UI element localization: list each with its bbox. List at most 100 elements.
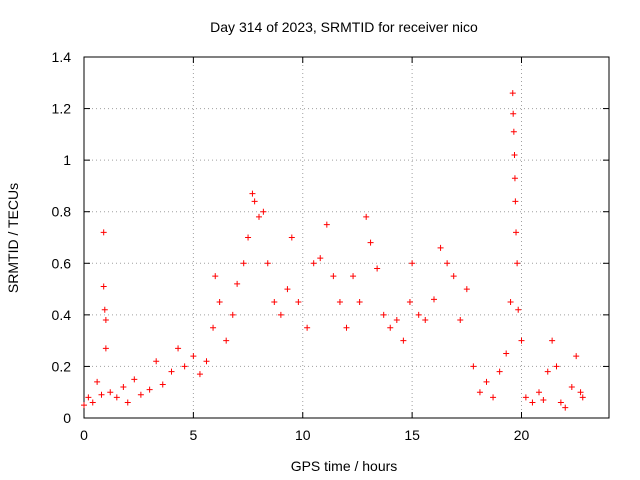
data-point [120, 384, 127, 391]
data-point [577, 389, 584, 396]
data-point [284, 286, 291, 293]
data-point [457, 317, 464, 324]
data-point [509, 90, 516, 97]
data-point [260, 208, 267, 215]
data-point [240, 260, 247, 267]
data-point [363, 213, 370, 220]
data-point [568, 384, 575, 391]
data-point [159, 381, 166, 388]
data-point [503, 350, 510, 357]
data-point [437, 244, 444, 251]
data-point [102, 345, 109, 352]
data-point [562, 404, 569, 411]
data-point [450, 273, 457, 280]
data-point [536, 389, 542, 396]
data-point [540, 396, 547, 403]
data-point [444, 260, 451, 267]
data-point [557, 399, 564, 406]
y-tick-label: 0 [63, 410, 71, 426]
data-point [212, 273, 219, 280]
data-point [210, 324, 217, 331]
x-tick-labels: 0 5 10 15 20 [80, 427, 529, 443]
data-point [510, 110, 517, 117]
data-point [223, 337, 230, 344]
y-tick-label: 1.4 [52, 49, 72, 65]
data-point [101, 306, 108, 313]
axis-ticks [83, 56, 609, 419]
x-tick-label: 5 [189, 427, 197, 443]
data-point [271, 298, 278, 305]
data-point [515, 306, 522, 313]
data-point [529, 399, 536, 406]
data-point [264, 260, 271, 267]
x-tick-label: 20 [514, 427, 530, 443]
y-tick-label: 1 [63, 152, 71, 168]
data-points [81, 90, 586, 411]
data-point [107, 389, 114, 396]
data-point [387, 324, 394, 331]
data-point [330, 273, 337, 280]
data-point [511, 151, 518, 158]
data-point [343, 324, 350, 331]
data-point [168, 368, 175, 375]
data-point [102, 317, 109, 324]
data-point [336, 298, 343, 305]
data-point [277, 311, 284, 318]
data-point [406, 298, 413, 305]
data-point [249, 190, 256, 197]
data-point [216, 298, 223, 305]
data-point [511, 175, 518, 182]
data-point [374, 265, 381, 272]
y-tick-label: 0.6 [52, 255, 72, 271]
y-tick-label: 0.4 [52, 307, 72, 323]
data-point [422, 317, 429, 324]
data-point [100, 229, 107, 236]
data-point [124, 399, 131, 406]
data-point [175, 345, 182, 352]
data-point [229, 311, 236, 318]
x-tick-label: 15 [404, 427, 420, 443]
data-point [553, 363, 560, 370]
data-point [317, 255, 324, 262]
data-point [522, 394, 529, 401]
y-axis-label: SRMTID / TECUs [5, 183, 21, 293]
x-tick-label: 0 [80, 427, 88, 443]
data-point [367, 239, 374, 246]
data-point [245, 234, 252, 241]
data-point [100, 283, 107, 290]
data-point [415, 311, 422, 318]
chart-title: Day 314 of 2023, SRMTID for receiver nic… [210, 19, 478, 35]
data-point [463, 286, 470, 293]
data-point [323, 221, 330, 228]
data-point [153, 358, 160, 365]
data-point [356, 298, 363, 305]
x-tick-label: 10 [295, 427, 311, 443]
y-tick-labels: 0 0.2 0.4 0.6 0.8 1 1.2 1.4 [52, 49, 72, 426]
data-point [89, 399, 96, 406]
data-point [380, 311, 387, 318]
data-point [350, 273, 357, 280]
data-point [203, 358, 210, 365]
data-point [518, 337, 525, 344]
data-point [288, 234, 295, 241]
data-point [507, 298, 514, 305]
y-tick-label: 0.2 [52, 358, 72, 374]
data-point [513, 229, 520, 236]
data-point [137, 391, 144, 398]
data-point [304, 324, 311, 331]
data-point [81, 402, 87, 409]
data-point [256, 213, 262, 220]
data-point [496, 368, 503, 375]
data-point [476, 389, 483, 396]
data-point [490, 394, 497, 401]
data-point [431, 296, 437, 303]
grid [84, 57, 609, 418]
y-tick-label: 0.8 [52, 204, 72, 220]
data-point [409, 260, 416, 267]
data-point [181, 363, 188, 370]
data-point [549, 337, 556, 344]
data-point [483, 378, 490, 385]
data-point [113, 394, 120, 401]
plot-frame [83, 56, 610, 419]
